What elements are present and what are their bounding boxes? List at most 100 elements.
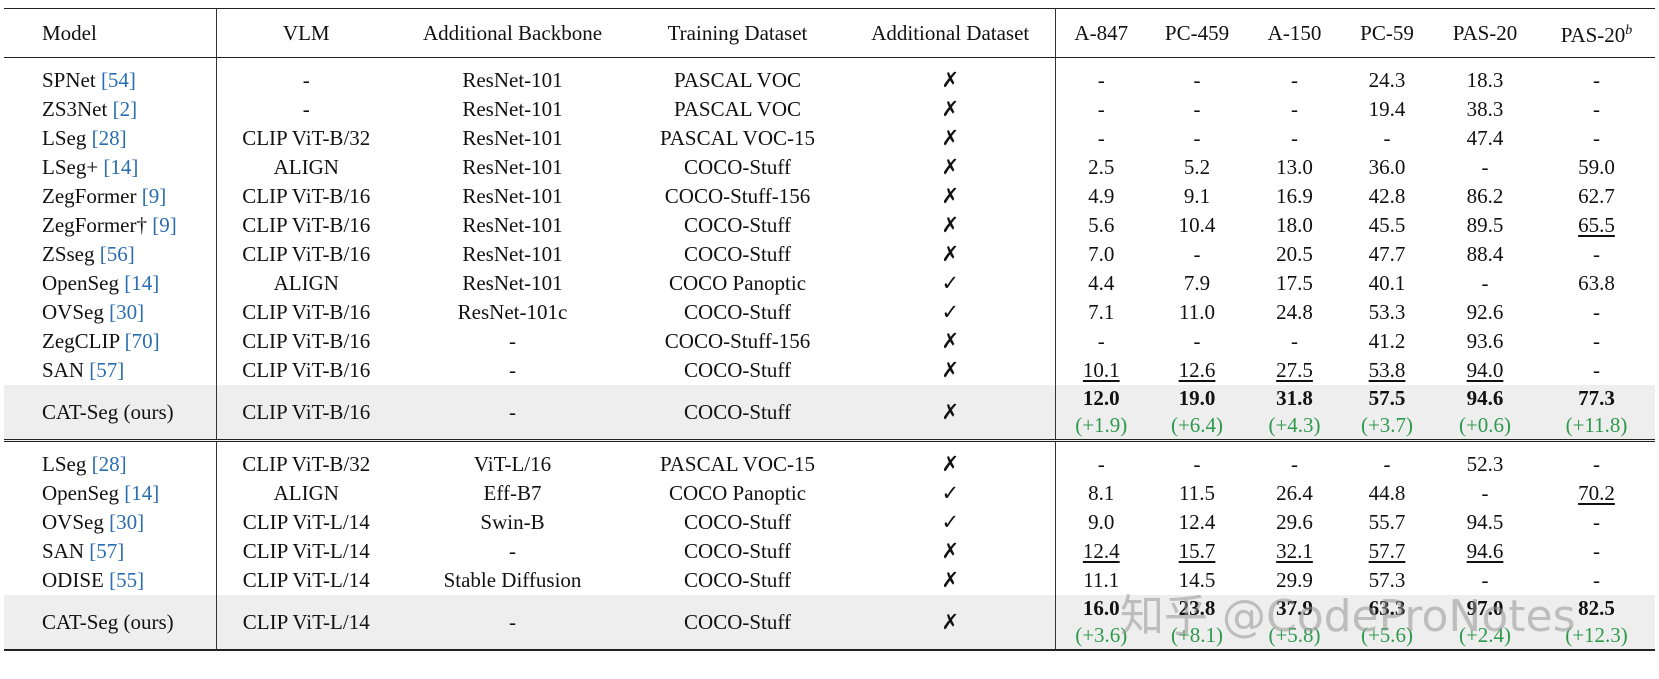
header-text: PAS-20 bbox=[1560, 23, 1626, 47]
improvement: (+12.3) bbox=[1565, 623, 1628, 647]
citation: [70] bbox=[124, 329, 160, 353]
table-cell: 57.7 bbox=[1342, 537, 1432, 566]
results-table: Model VLM Additional Backbone Training Data… bbox=[4, 8, 1655, 651]
table-cell: CLIP ViT-L/14 bbox=[242, 568, 370, 592]
table-cell: - bbox=[1193, 97, 1201, 121]
citation: [28] bbox=[91, 452, 127, 476]
value-text: 77.3 bbox=[1578, 386, 1615, 410]
table-cell: 13.0 bbox=[1276, 155, 1313, 179]
table-cell: - bbox=[1291, 329, 1298, 353]
table-cell: CAT-Seg (ours) bbox=[4, 385, 217, 441]
table-row: ZS3Net [2] - ResNet-101 PASCAL VOC ✗ - - - 19.4 3… bbox=[4, 95, 1655, 124]
table-cell: 77.3 (+11.8) bbox=[1538, 385, 1655, 441]
table-cell: COCO-Stuff bbox=[684, 242, 791, 266]
table-row: ZegFormer [9] CLIP ViT-B/16 ResNet-101 COCO… bbox=[4, 182, 1655, 211]
table-cell: ALIGN bbox=[273, 155, 339, 179]
table-cell: 29.6 bbox=[1276, 510, 1313, 534]
table-cell: ResNet-101 bbox=[462, 242, 563, 266]
table-cell: 62.7 bbox=[1578, 184, 1615, 208]
table-cell: 57.3 bbox=[1368, 568, 1406, 592]
value-text: 15.7 bbox=[1178, 539, 1216, 563]
table-row: ZegFormer† [9] CLIP ViT-B/16 ResNet-101 COC… bbox=[4, 211, 1655, 240]
table-row: SAN [57] CLIP ViT-L/14 - COCO-Stuff ✗ 12.4 15.… bbox=[4, 537, 1655, 566]
table-cell: 18.0 bbox=[1276, 213, 1313, 237]
table-cell: 9.1 bbox=[1183, 184, 1211, 208]
table-cell: COCO-Stuff-156 bbox=[664, 329, 811, 353]
table-cell: 24.8 bbox=[1276, 300, 1313, 324]
table-cell: CLIP ViT-L/14 bbox=[242, 510, 370, 534]
table-cell: - bbox=[1481, 568, 1489, 592]
table-cell: 63.8 bbox=[1578, 271, 1615, 295]
table-cell: 14.5 bbox=[1178, 568, 1216, 592]
table-cell: - bbox=[1383, 452, 1391, 476]
table-cell: - bbox=[1193, 329, 1201, 353]
improvement: (+8.1) bbox=[1170, 623, 1224, 647]
value-text: 57.7 bbox=[1368, 539, 1406, 563]
value-text: 65.5 bbox=[1578, 213, 1615, 237]
citation: [14] bbox=[103, 155, 139, 179]
table-cell: ✗ bbox=[846, 595, 1056, 650]
table-cell: ZegFormer† [9] bbox=[4, 211, 217, 240]
table-cell: CLIP ViT-B/16 bbox=[242, 213, 371, 237]
best-value: 16.0 bbox=[1083, 596, 1120, 620]
table-cell: - bbox=[302, 97, 310, 121]
table-cell: - bbox=[1193, 68, 1201, 92]
citation: [57] bbox=[89, 539, 125, 563]
value-text: 16.0 bbox=[1082, 596, 1120, 620]
table-cell: LSeg [28] bbox=[4, 440, 217, 479]
table-cell: 32.1 bbox=[1247, 537, 1342, 566]
value-text: 32.1 bbox=[1276, 539, 1313, 563]
table-cell: 94.5 bbox=[1466, 510, 1504, 534]
model-name: OpenSeg bbox=[42, 271, 119, 295]
table-cell: CLIP ViT-B/32 bbox=[242, 452, 371, 476]
model-name: ODISE bbox=[42, 568, 104, 592]
model-name: OVSeg bbox=[42, 300, 104, 324]
table-row: OVSeg [30] CLIP ViT-B/16 ResNet-101c COCO-S… bbox=[4, 298, 1655, 327]
best-value: 97.0 bbox=[1467, 596, 1504, 620]
table-cell: - bbox=[302, 68, 310, 92]
improvement: (+11.8) bbox=[1565, 413, 1628, 437]
table-cell: COCO-Stuff bbox=[684, 358, 791, 382]
citation: [9] bbox=[152, 213, 177, 237]
table-cell: COCO Panoptic bbox=[668, 481, 807, 505]
value-text: 82.5 bbox=[1578, 596, 1615, 620]
table-cell: ResNet-101 bbox=[462, 97, 563, 121]
value-text: 12.6 bbox=[1178, 358, 1216, 382]
table-cell: 44.8 bbox=[1368, 481, 1406, 505]
table-cell: 27.5 bbox=[1247, 356, 1342, 385]
table-row: OpenSeg [14] ALIGN ResNet-101 COCO Panoptic… bbox=[4, 269, 1655, 298]
table-cell: - bbox=[1383, 126, 1391, 150]
value-text: 37.9 bbox=[1276, 596, 1313, 620]
table-cell: 4.9 bbox=[1088, 184, 1115, 208]
header-cell: Additional Dataset bbox=[846, 8, 1056, 58]
table-cell: ResNet-101 bbox=[462, 213, 563, 237]
improvement: (+5.8) bbox=[1268, 623, 1321, 647]
header-cell: A-150 bbox=[1267, 21, 1322, 45]
value-text: 63.3 bbox=[1368, 596, 1406, 620]
table-cell: CLIP ViT-B/16 bbox=[242, 358, 371, 382]
table-cell: ✗ bbox=[846, 440, 1056, 479]
best-value: 57.5 bbox=[1369, 386, 1406, 410]
table-cell: COCO-Stuff bbox=[684, 300, 791, 324]
model-name: LSeg bbox=[42, 452, 87, 476]
table-cell: - bbox=[509, 539, 516, 563]
table-cell: 36.0 bbox=[1368, 155, 1406, 179]
model-name: ZegFormer† bbox=[42, 213, 147, 237]
table-cell: 8.1 bbox=[1088, 481, 1115, 505]
table-cell: 94.6 (+0.6) bbox=[1432, 385, 1538, 441]
table-row: LSeg [28] CLIP ViT-B/32 ResNet-101 PASCAL V… bbox=[4, 124, 1655, 153]
table-cell: - bbox=[1291, 97, 1298, 121]
table-cell: 12.0 (+1.9) bbox=[1055, 385, 1147, 441]
table-cell: 11.0 bbox=[1179, 300, 1215, 324]
table-cell: 70.2 bbox=[1538, 479, 1655, 508]
header-cell: Model bbox=[4, 8, 217, 58]
table-cell: 63.3 (+5.6) bbox=[1342, 595, 1432, 650]
table-cell: ALIGN bbox=[273, 271, 339, 295]
table-cell: ✗ bbox=[846, 95, 1056, 124]
table-cell: Stable Diffusion bbox=[443, 568, 582, 592]
table-cell: - bbox=[1593, 300, 1600, 324]
table-cell: 11.1 bbox=[1083, 568, 1120, 592]
table-cell: 11.5 bbox=[1179, 481, 1215, 505]
table-row: LSeg [28] CLIP ViT-B/32 ViT-L/16 PASCAL VOC… bbox=[4, 440, 1655, 479]
